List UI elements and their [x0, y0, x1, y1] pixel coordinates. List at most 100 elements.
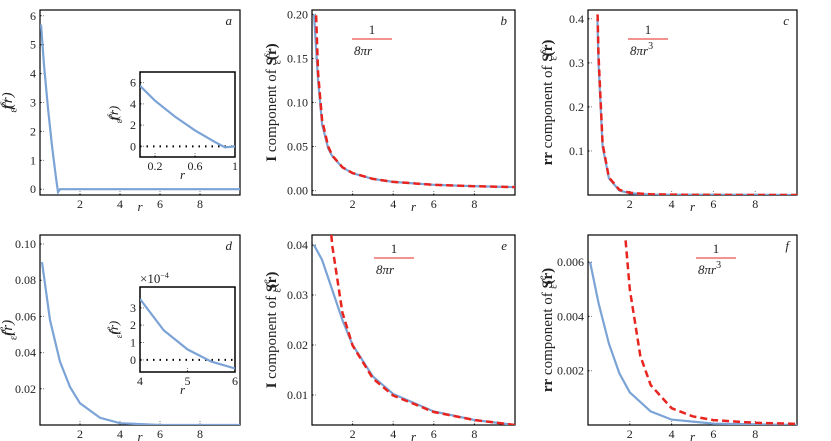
x-tick-label: 4 — [669, 197, 675, 211]
y-axis-label: rr component of Seε(r) — [537, 268, 559, 392]
x-axis-label: r — [180, 382, 186, 397]
line-series — [596, 18, 797, 195]
label-part: s — [537, 49, 548, 53]
inset: 4 5 6 0 1 2 3 r feε(r) ×10−4 — [104, 271, 238, 397]
denominator: 8πr — [354, 43, 373, 58]
y-axis-label: feε(r) — [0, 320, 20, 340]
annotation-denominator: 8πr3 — [698, 260, 721, 277]
label-part: S — [540, 53, 556, 61]
y-tick-label: 0.04 — [287, 238, 308, 252]
label-part: e — [104, 327, 114, 331]
x-tick-label: 6 — [157, 427, 163, 441]
y-tick-label: 0.20 — [287, 7, 308, 21]
x-tick-label: 1 — [232, 159, 238, 173]
denominator: 8πr — [698, 262, 717, 277]
label-part: f — [0, 329, 16, 335]
x-tick-label: 2 — [350, 197, 356, 211]
y-tick-label: 0.05 — [287, 140, 308, 154]
y-tick-label: 0.04 — [15, 346, 36, 360]
plot-area — [587, 9, 798, 196]
label-part: s — [104, 113, 114, 117]
plot-area — [311, 234, 516, 426]
y-tick-label: 0.03 — [287, 288, 308, 302]
annotation-denominator: 8πr — [354, 43, 373, 58]
label-part: I — [264, 382, 280, 388]
y-tick-label: 0 — [30, 182, 36, 196]
x-tick-label: 2 — [350, 427, 356, 441]
y-tick-label: 4 — [30, 67, 36, 81]
line-series — [624, 240, 797, 425]
label-part: (r) — [0, 320, 16, 336]
y-axis-label: feε(r) — [104, 321, 124, 339]
multiplier: ×10−4 — [140, 271, 169, 286]
annotation-numerator: 1 — [391, 241, 398, 256]
x-tick-label: 0.2 — [148, 159, 163, 173]
line-series — [140, 85, 235, 149]
y-tick-label: 6 — [30, 9, 36, 23]
label-part: s — [261, 53, 272, 57]
line-series — [40, 24, 240, 195]
y-tick-label: 0.02 — [287, 338, 308, 352]
label-part: f — [106, 328, 121, 334]
x-tick-label: 6 — [232, 374, 238, 388]
y-tick-label: 2 — [130, 318, 136, 332]
label-part: (r) — [540, 40, 556, 57]
label-part: S — [264, 57, 280, 65]
x-tick-label: 2 — [77, 427, 83, 441]
annotation-numerator: 1 — [645, 22, 652, 37]
label-part: ε — [273, 288, 284, 293]
label-part: ε — [114, 119, 124, 123]
y-tick-label: 0.004 — [557, 309, 584, 323]
y-tick-label: 0.2 — [569, 100, 584, 114]
x-tick-label: 8 — [197, 427, 203, 441]
label-part: i — [1, 99, 10, 101]
x-axis-label: r — [137, 199, 143, 214]
x-axis-label: r — [411, 199, 417, 214]
y-tick-label: 4 — [130, 97, 136, 111]
y-tick-label: 0.08 — [15, 273, 36, 287]
y-axis-label: fsi ε(r) — [0, 92, 20, 112]
label-part: ε — [273, 59, 284, 64]
label-part: I — [264, 156, 280, 162]
x-tick-label: 4 — [669, 427, 675, 441]
line-series — [596, 14, 797, 195]
label-part: f — [106, 115, 121, 121]
y-tick-label: 2 — [130, 118, 136, 132]
label-part: e — [261, 279, 272, 284]
panel-letter: b — [501, 13, 508, 28]
label-part: f — [0, 103, 16, 109]
x-tick-label: 4 — [117, 197, 123, 211]
denominator-exponent: 3 — [716, 260, 721, 271]
y-axis-label: I component of Seε(r) — [261, 272, 283, 389]
label-part: rr — [540, 379, 556, 393]
label-part: rr — [540, 152, 556, 166]
x-tick-label: 6 — [431, 427, 437, 441]
denominator: 8πr — [376, 262, 395, 277]
label-part: component of — [540, 288, 556, 378]
y-tick-label: 0.01 — [287, 388, 308, 402]
y-axis-label: rr component of Ssi ε(r) — [537, 40, 559, 166]
x-tick-label: 8 — [471, 427, 477, 441]
y-axis-label: fsi ε(r) — [104, 106, 124, 124]
x-axis-label: r — [690, 199, 696, 214]
panel-letter: e — [501, 238, 507, 253]
annotation-denominator: 8πr3 — [630, 41, 653, 58]
x-tick-label: 8 — [197, 197, 203, 211]
annotation-numerator: 1 — [713, 241, 720, 256]
x-axis-label: r — [180, 167, 186, 182]
panel-letter: c — [783, 13, 789, 28]
label-part: component of — [264, 65, 280, 155]
y-tick-label: 0 — [130, 139, 136, 153]
y-tick-label: 0.4 — [569, 12, 584, 26]
label-part: ε — [9, 335, 20, 340]
x-axis-label: r — [137, 429, 143, 441]
y-tick-label: 0.10 — [287, 96, 308, 110]
x-tick-label: 4 — [390, 197, 396, 211]
y-tick-label: 0.002 — [557, 364, 584, 378]
y-tick-label: 1 — [30, 153, 36, 167]
label-part: component of — [264, 292, 280, 382]
x-tick-label: 8 — [752, 427, 758, 441]
